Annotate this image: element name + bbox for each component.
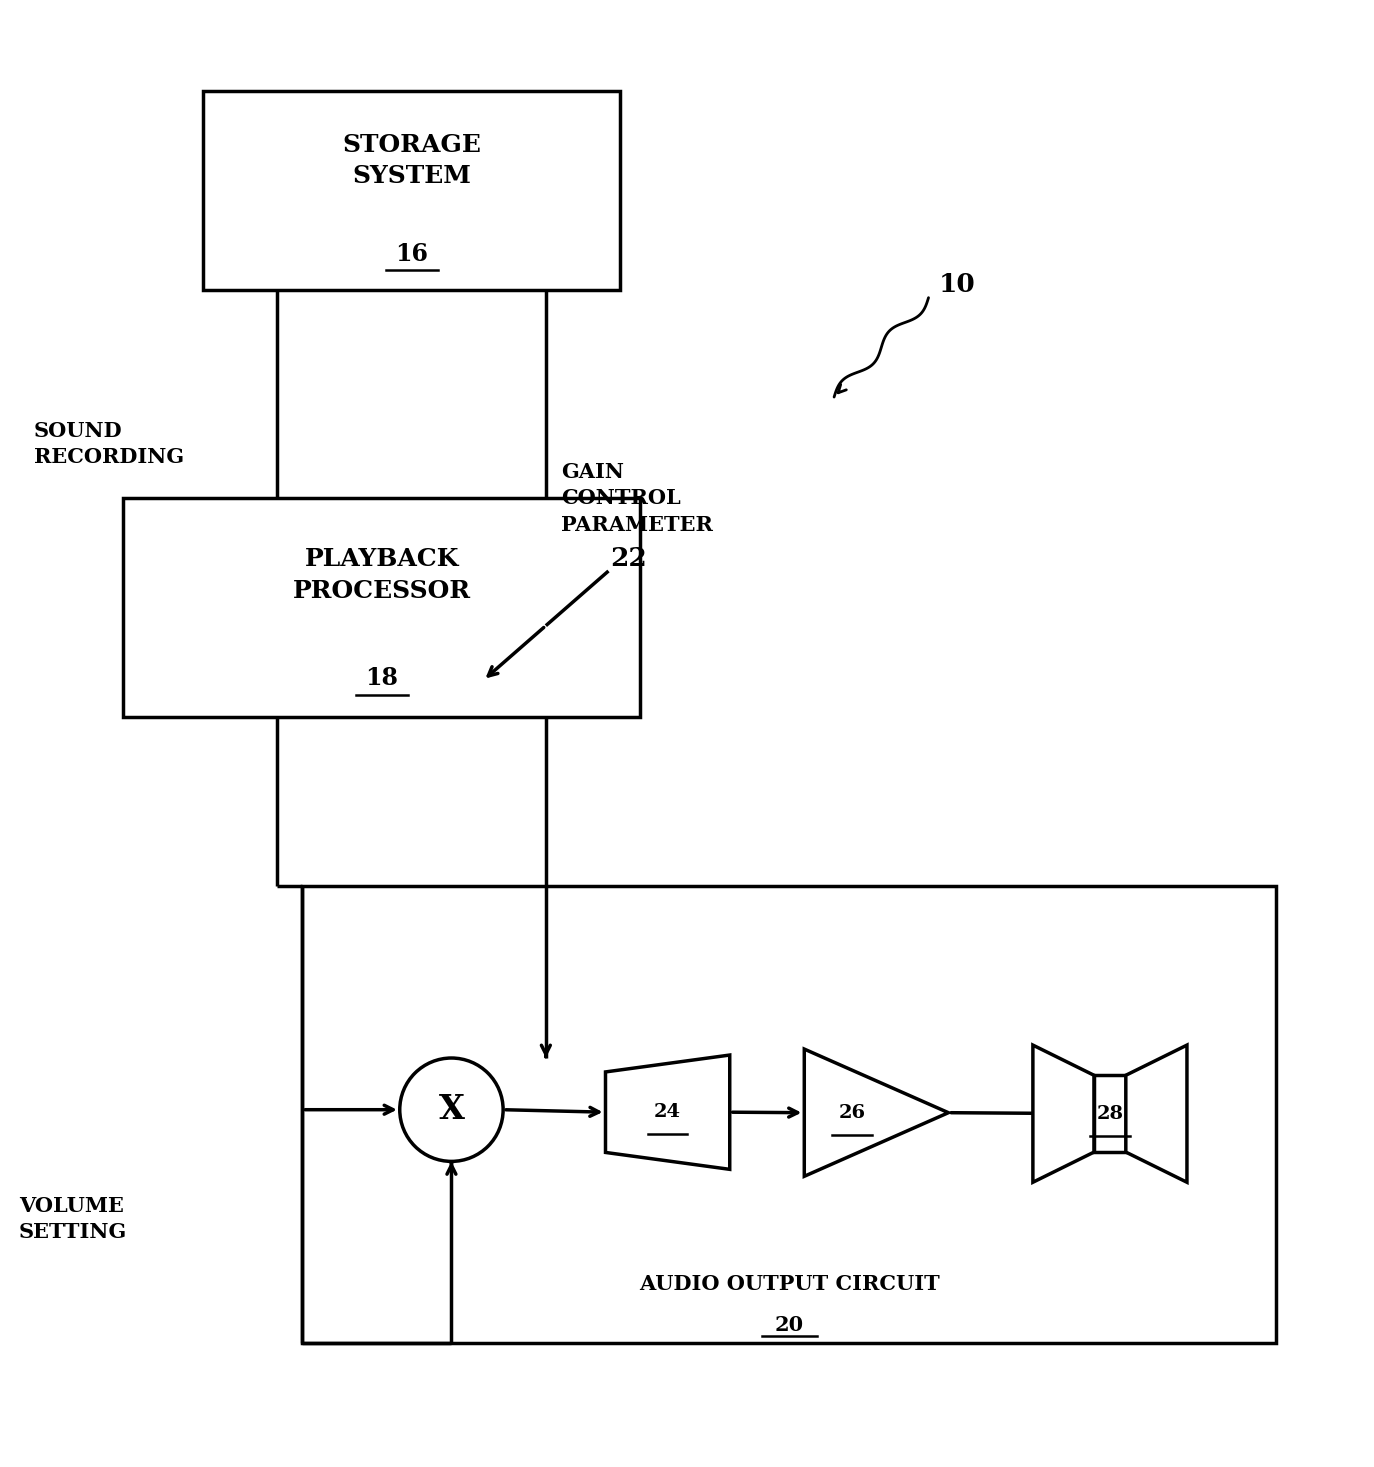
Text: 20: 20	[775, 1314, 804, 1335]
Text: 18: 18	[365, 666, 398, 689]
Polygon shape	[804, 1049, 948, 1177]
Text: VOLUME
SETTING: VOLUME SETTING	[19, 1196, 128, 1243]
Text: PLAYBACK
PROCESSOR: PLAYBACK PROCESSOR	[293, 547, 471, 603]
Text: 28: 28	[1096, 1105, 1124, 1122]
Text: STORAGE
SYSTEM: STORAGE SYSTEM	[342, 132, 481, 188]
Polygon shape	[1033, 1045, 1094, 1182]
Text: GAIN
CONTROL
PARAMETER: GAIN CONTROL PARAMETER	[561, 462, 713, 535]
Text: X: X	[438, 1093, 464, 1127]
Polygon shape	[1125, 1045, 1187, 1182]
Text: 16: 16	[396, 242, 429, 266]
Circle shape	[400, 1058, 503, 1162]
Text: 10: 10	[938, 273, 976, 298]
Polygon shape	[606, 1055, 730, 1169]
Text: 24: 24	[654, 1103, 682, 1121]
Text: 22: 22	[610, 546, 647, 571]
Text: AUDIO OUTPUT CIRCUIT: AUDIO OUTPUT CIRCUIT	[639, 1273, 940, 1294]
Bar	[1094, 1075, 1125, 1152]
Bar	[302, 886, 1276, 1344]
Bar	[203, 91, 621, 289]
Bar	[124, 499, 640, 717]
Text: 26: 26	[838, 1103, 866, 1122]
Text: SOUND
RECORDING: SOUND RECORDING	[34, 421, 184, 467]
